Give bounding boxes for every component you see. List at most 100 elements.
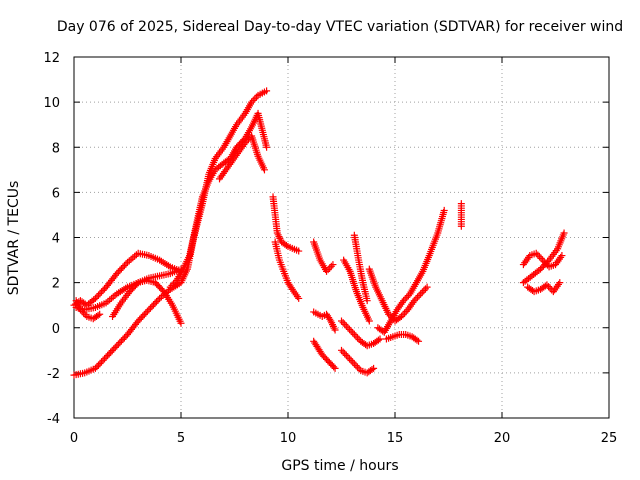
data-point	[404, 292, 412, 300]
data-point	[111, 343, 119, 351]
data-point	[349, 329, 357, 337]
data-point	[101, 355, 109, 363]
y-tick-label: -4	[47, 412, 60, 427]
data-point	[243, 137, 251, 145]
data-point	[81, 311, 89, 319]
data-point	[137, 314, 145, 322]
data-point	[149, 301, 157, 309]
data-point	[90, 296, 98, 304]
data-point	[350, 360, 358, 368]
series-track-o	[340, 256, 373, 325]
data-marks	[70, 87, 568, 379]
series-track-q	[365, 265, 431, 325]
data-point	[93, 293, 101, 301]
data-point	[558, 252, 566, 260]
y-tick-label: 6	[52, 186, 60, 201]
data-point	[136, 315, 144, 323]
y-tick-label: 4	[52, 232, 60, 247]
data-point	[252, 93, 260, 101]
data-point	[116, 339, 124, 347]
data-point	[331, 364, 339, 372]
y-tick-label: 0	[52, 322, 60, 337]
x-tick-label: 5	[177, 431, 185, 446]
data-point	[556, 279, 564, 287]
data-point	[120, 262, 128, 270]
data-point	[403, 293, 411, 301]
data-point	[355, 365, 363, 373]
data-point	[397, 312, 405, 320]
data-point	[354, 363, 362, 371]
data-point	[341, 350, 349, 358]
data-point	[96, 290, 104, 298]
data-point	[282, 241, 290, 249]
data-point	[542, 259, 550, 267]
data-point	[94, 361, 102, 369]
y-axis-label: SDTVAR / TECUs	[6, 181, 22, 296]
data-point	[154, 296, 162, 304]
data-point	[349, 358, 357, 366]
data-point	[534, 251, 542, 259]
series-track-f	[166, 109, 271, 291]
data-point	[423, 283, 431, 291]
data-point	[560, 229, 568, 237]
data-point	[249, 96, 257, 104]
data-point	[244, 135, 252, 143]
data-point	[324, 266, 332, 274]
data-point	[168, 281, 176, 289]
data-point	[532, 249, 540, 257]
data-point	[116, 266, 124, 274]
data-point	[96, 360, 104, 368]
data-point	[248, 98, 256, 106]
data-point	[122, 260, 130, 268]
data-point	[117, 337, 125, 345]
data-point	[342, 351, 350, 359]
series-track-j	[310, 238, 337, 275]
y-tick-label: 10	[43, 96, 60, 111]
data-point	[338, 346, 345, 354]
tick-layer: 0 5 10 15 20 25 -4 -2 0 2 4 6 8 10 12	[43, 51, 617, 446]
data-point	[540, 258, 548, 266]
data-point	[260, 166, 268, 174]
data-point	[457, 222, 465, 230]
data-point	[339, 319, 347, 327]
x-tick-label: 15	[387, 431, 404, 446]
series-track-g	[216, 132, 268, 183]
data-point	[177, 319, 185, 327]
series-track-i	[271, 238, 303, 302]
data-point	[105, 350, 113, 358]
data-point	[370, 364, 378, 372]
data-point	[91, 294, 99, 302]
data-point	[344, 324, 352, 332]
data-point	[330, 363, 338, 371]
data-point	[537, 254, 545, 262]
data-point	[368, 365, 376, 373]
data-point	[153, 298, 161, 306]
series-track-m	[338, 346, 378, 377]
data-point	[327, 262, 335, 270]
data-point	[352, 362, 360, 370]
y-tick-label: 8	[52, 141, 60, 156]
data-point	[114, 340, 122, 348]
series-track-d	[109, 276, 185, 327]
data-point	[341, 320, 349, 328]
data-point	[110, 345, 118, 353]
data-point	[354, 334, 362, 342]
data-point	[251, 95, 259, 103]
data-point	[146, 304, 154, 312]
data-point	[385, 310, 393, 318]
data-point	[166, 283, 174, 291]
data-point	[413, 293, 421, 301]
chart-title: Day 076 of 2025, Sidereal Day-to-day VTE…	[57, 19, 623, 35]
x-tick-label: 10	[280, 431, 297, 446]
data-point	[417, 290, 425, 298]
data-point	[420, 287, 428, 295]
data-point	[241, 139, 249, 147]
data-point	[331, 326, 339, 334]
data-point	[263, 87, 271, 95]
data-point	[344, 353, 352, 361]
data-point	[107, 348, 115, 356]
data-point	[323, 267, 331, 275]
data-point	[142, 309, 150, 317]
y-tick-label: -2	[47, 367, 60, 382]
